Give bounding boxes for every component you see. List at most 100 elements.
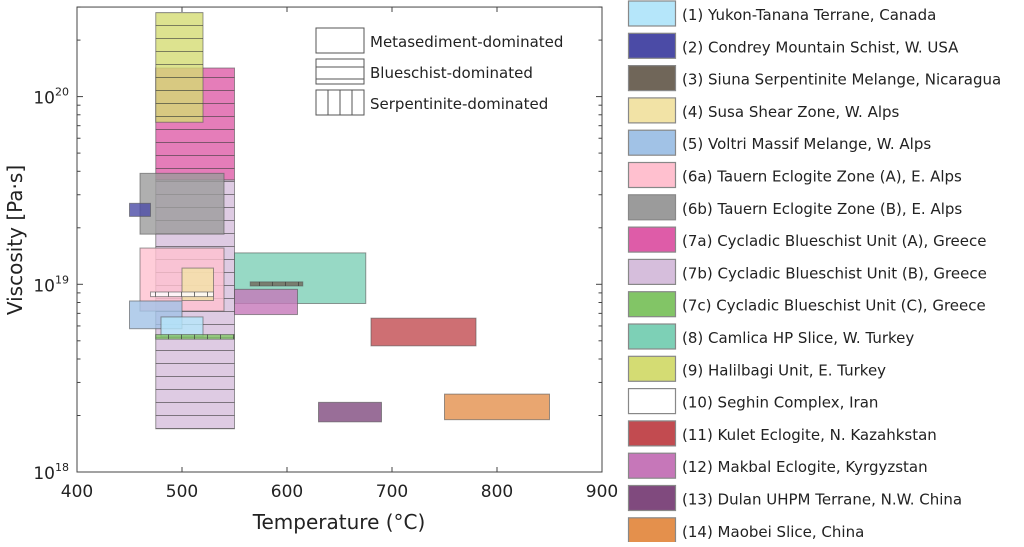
legend-entry-9: (9) Halilbagi Unit, E. Turkey <box>627 355 886 382</box>
legend-entry-12: (12) Makbal Eclogite, Kyrgyzstan <box>627 452 928 479</box>
y-tick-base: 10 <box>33 276 55 296</box>
box-10 <box>150 291 214 298</box>
box-1 <box>160 316 204 338</box>
legend-entry-3: (3) Siuna Serpentinite Melange, Nicaragu… <box>627 64 1001 92</box>
legend-label: (5) Voltri Massif Melange, W. Alps <box>682 135 931 153</box>
y-tick-base: 10 <box>33 89 55 109</box>
x-tick-label: 800 <box>481 482 513 502</box>
legend-label: (2) Condrey Mountain Schist, W. USA <box>682 38 959 56</box>
box-hatch-9 <box>155 12 203 123</box>
legend-entry-8: (8) Camlica HP Slice, W. Turkey <box>627 323 914 350</box>
legend-label: (11) Kulet Eclogite, N. Kazahkstan <box>682 426 937 444</box>
legend-swatch <box>627 355 677 382</box>
legend-label: (7c) Cycladic Blueschist Unit (C), Greec… <box>682 297 986 315</box>
legend-entry-7c: (7c) Cycladic Blueschist Unit (C), Greec… <box>627 291 986 318</box>
legend-swatch <box>627 0 677 27</box>
y-tick-label: 1019 <box>33 273 69 296</box>
legend-entry-1: (1) Yukon-Tanana Terrane, Canada <box>627 0 936 27</box>
legend-swatch <box>627 291 677 318</box>
legend-entry-5: (5) Voltri Massif Melange, W. Alps <box>627 129 931 156</box>
pattern-legend-entry: Blueschist-dominated <box>315 58 533 85</box>
legend-label: (14) Maobei Slice, China <box>682 523 864 541</box>
box-14 <box>444 393 550 421</box>
legend-swatch <box>627 452 677 479</box>
legend-swatch <box>627 226 677 253</box>
box-fill-14 <box>444 393 550 421</box>
legend-entry-7b: (7b) Cycladic Blueschist Unit (B), Greec… <box>627 258 987 285</box>
legend-entry-4: (4) Susa Shear Zone, W. Alps <box>627 97 900 124</box>
box-fill-11 <box>370 317 477 347</box>
pattern-legend-entry: Metasediment-dominated <box>315 27 563 54</box>
box-fill-2 <box>129 202 151 217</box>
legend-entry-6b: (6b) Tauern Eclogite Zone (B), E. Alps <box>627 194 962 221</box>
legend-entry-11: (11) Kulet Eclogite, N. Kazahkstan <box>627 420 937 447</box>
legend-label: (12) Makbal Eclogite, Kyrgyzstan <box>682 458 928 476</box>
box-fill-12 <box>234 288 298 316</box>
legend-swatch <box>627 129 677 156</box>
plot-frame <box>76 6 603 473</box>
box-3 <box>249 281 304 287</box>
legend-swatch <box>627 32 677 59</box>
legend-entry-10: (10) Seghin Complex, Iran <box>627 388 878 415</box>
y-tick-exponent: 19 <box>55 273 69 286</box>
x-axis-label: Temperature (°C) <box>252 510 426 534</box>
pattern-swatch-none <box>315 27 365 54</box>
pattern-swatch-horizontal <box>315 58 365 85</box>
site-legend: (1) Yukon-Tanana Terrane, Canada (2) Cond… <box>627 0 1001 544</box>
pattern-legend-label: Serpentinite-dominated <box>370 95 548 113</box>
box-6b <box>139 172 225 235</box>
legend-swatch <box>627 97 677 124</box>
legend-label: (10) Seghin Complex, Iran <box>682 394 878 412</box>
pattern-legend-label: Blueschist-dominated <box>370 64 533 82</box>
pattern-legend-entry: Serpentinite-dominated <box>315 89 548 116</box>
legend-swatch <box>627 161 677 189</box>
x-tick-label: 700 <box>376 482 408 502</box>
box-2 <box>129 202 151 217</box>
x-tick-label: 600 <box>271 482 303 502</box>
legend-label: (6a) Tauern Eclogite Zone (A), E. Alps <box>682 168 962 186</box>
legend-swatch <box>627 388 677 415</box>
box-fill-1 <box>160 316 204 338</box>
legend-swatch <box>627 484 677 512</box>
legend-swatch <box>627 194 677 221</box>
legend-label: (7b) Cycladic Blueschist Unit (B), Greec… <box>682 264 987 282</box>
x-tick-label: 400 <box>61 482 93 502</box>
legend-label: (13) Dulan UHPM Terrane, N.W. China <box>682 491 962 509</box>
box-13 <box>318 401 382 423</box>
y-tick-label: 1020 <box>33 86 69 109</box>
x-tick-label: 900 <box>586 482 618 502</box>
box-hatch-7c <box>155 334 235 340</box>
legend-swatch <box>627 323 677 350</box>
box-hatch-10 <box>150 291 214 297</box>
legend-label: (6b) Tauern Eclogite Zone (B), E. Alps <box>682 200 962 218</box>
pattern-legend-label: Metasediment-dominated <box>370 33 563 51</box>
legend-entry-7a: (7a) Cycladic Blueschist Unit (A), Greec… <box>627 226 986 253</box>
y-tick-exponent: 20 <box>55 86 69 99</box>
legend-entry-13: (13) Dulan UHPM Terrane, N.W. China <box>627 484 962 512</box>
box-11 <box>370 317 477 347</box>
y-tick-label: 1018 <box>33 461 69 484</box>
box-7c <box>155 334 235 340</box>
legend-entry-2: (2) Condrey Mountain Schist, W. USA <box>627 32 959 59</box>
legend-label: (7a) Cycladic Blueschist Unit (A), Greec… <box>682 232 986 250</box>
legend-label: (1) Yukon-Tanana Terrane, Canada <box>682 6 936 24</box>
y-axis-label: Viscosity [Pa·s] <box>3 165 27 315</box>
box-fill-6b <box>139 172 225 235</box>
legend-swatch <box>627 420 677 447</box>
box-9 <box>155 12 204 123</box>
box-12 <box>234 288 298 316</box>
x-tick-label: 500 <box>166 482 198 502</box>
box-fill-13 <box>318 401 382 423</box>
y-tick-exponent: 18 <box>55 461 69 474</box>
legend-entry-6a: (6a) Tauern Eclogite Zone (A), E. Alps <box>627 161 962 189</box>
legend-entry-14: (14) Maobei Slice, China <box>627 517 864 544</box>
box-hatch-3 <box>250 281 303 286</box>
legend-label: (8) Camlica HP Slice, W. Turkey <box>682 329 914 347</box>
legend-swatch <box>627 258 677 285</box>
legend-label: (3) Siuna Serpentinite Melange, Nicaragu… <box>682 71 1001 89</box>
legend-swatch <box>627 64 677 92</box>
legend-label: (4) Susa Shear Zone, W. Alps <box>682 103 900 121</box>
legend-swatch <box>627 517 677 544</box>
